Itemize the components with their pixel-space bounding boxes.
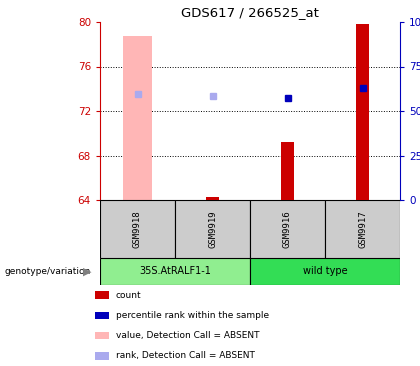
Text: value, Detection Call = ABSENT: value, Detection Call = ABSENT	[116, 331, 259, 340]
Bar	[175, 200, 250, 258]
Bar	[95, 332, 109, 339]
Bar	[356, 24, 369, 200]
Bar	[95, 291, 109, 299]
Text: wild type: wild type	[303, 266, 347, 276]
Bar	[100, 200, 175, 258]
Bar	[325, 200, 400, 258]
Text: GSM9917: GSM9917	[358, 210, 367, 248]
Bar	[100, 258, 250, 285]
Text: genotype/variation: genotype/variation	[4, 267, 90, 276]
Title: GDS617 / 266525_at: GDS617 / 266525_at	[181, 7, 319, 19]
Text: ▶: ▶	[83, 266, 92, 276]
Text: GSM9916: GSM9916	[283, 210, 292, 248]
Text: rank, Detection Call = ABSENT: rank, Detection Call = ABSENT	[116, 351, 255, 361]
Text: percentile rank within the sample: percentile rank within the sample	[116, 311, 269, 320]
Text: count: count	[116, 291, 141, 300]
Text: 35S.AtRALF1-1: 35S.AtRALF1-1	[139, 266, 211, 276]
Bar	[95, 312, 109, 319]
Bar	[281, 142, 294, 200]
Bar	[95, 352, 109, 359]
Bar	[250, 200, 325, 258]
Text: GSM9918: GSM9918	[133, 210, 142, 248]
Bar	[250, 258, 400, 285]
Bar	[206, 197, 219, 200]
Bar	[123, 37, 152, 200]
Text: GSM9919: GSM9919	[208, 210, 217, 248]
